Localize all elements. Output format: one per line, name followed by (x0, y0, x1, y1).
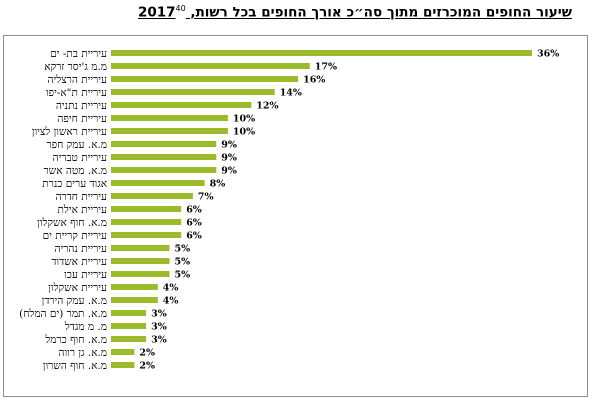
bar-19 (111, 297, 158, 303)
category-label-20: מ.א. תמר (ים המלח) (19, 308, 107, 320)
bar-22 (111, 336, 147, 342)
bar-8 (111, 154, 217, 160)
bar-3 (111, 89, 275, 95)
category-label-3: עיריית ת"א-יפו (46, 87, 107, 99)
category-label-1: מ.מ ג'יסר זרקא (44, 61, 107, 73)
category-label-21: מ. מ מגדל (64, 321, 107, 333)
value-label-10: 8% (210, 179, 226, 190)
category-label-4: עיריית נתניה (56, 100, 107, 112)
category-label-12: עיריית אילת (58, 204, 108, 216)
category-label-8: עיריית טבריה (53, 152, 108, 164)
value-label-8: 9% (221, 153, 237, 164)
bar-17 (111, 271, 170, 277)
category-label-19: מ.א. עמק הירדן (42, 295, 107, 307)
category-label-15: עיריית נהריה (54, 243, 107, 255)
value-label-24: 2% (139, 361, 155, 372)
bar-5 (111, 115, 228, 121)
value-labels-group: 36%17%16%14%12%10%10%9%9%9%8%7%6%6%6%5%5… (139, 49, 559, 372)
bar-16 (111, 258, 170, 264)
value-label-20: 3% (151, 309, 167, 320)
bar-24 (111, 362, 135, 368)
value-label-18: 4% (163, 283, 179, 294)
bar-21 (111, 323, 147, 329)
category-label-16: עיריית אשדוד (51, 256, 107, 268)
value-label-0: 36% (537, 49, 559, 60)
category-label-10: אגוד ערים כנרת (42, 178, 107, 190)
bar-9 (111, 167, 217, 173)
title-footnote-marker: 40 (175, 4, 186, 13)
category-label-18: עיריית אשקלון (48, 282, 107, 294)
bar-4 (111, 102, 252, 108)
category-label-23: מ.א. גן רווה (58, 347, 107, 359)
chart-frame: עיריית בת- ים מ.מ ג'יסר זרקא עיריית הרצליה… (3, 35, 588, 397)
category-label-22: מ.א. חוף כרמל (44, 334, 107, 346)
category-label-9: מ.א. מטה אשר (44, 165, 107, 177)
chart-title-text: שיעור החופים המוכרזים מתוך סה״כ אורך החו… (137, 4, 572, 21)
value-label-12: 6% (186, 205, 202, 216)
value-label-7: 9% (221, 140, 237, 151)
bar-0 (111, 50, 532, 56)
value-label-17: 5% (175, 270, 191, 281)
value-label-3: 14% (280, 88, 302, 99)
bar-6 (111, 128, 228, 134)
value-label-11: 7% (198, 192, 214, 203)
category-label-13: מ.א. חוף אשקלון (37, 217, 107, 229)
category-label-7: מ.א. עמק חפר (46, 139, 107, 151)
bar-1 (111, 63, 310, 69)
value-label-23: 2% (139, 348, 155, 359)
chart-title: שיעור החופים המוכרזים מתוך סה״כ אורך החו… (20, 4, 572, 26)
bar-11 (111, 193, 193, 199)
bar-14 (111, 232, 182, 238)
bar-23 (111, 349, 135, 355)
bar-7 (111, 141, 217, 147)
bar-13 (111, 219, 182, 225)
value-label-15: 5% (175, 244, 191, 255)
bar-12 (111, 206, 182, 212)
value-label-5: 10% (233, 114, 255, 125)
category-label-17: עיריית עכו (64, 269, 107, 281)
category-label-0: עיריית בת- ים (50, 48, 107, 60)
value-label-14: 6% (186, 231, 202, 242)
bar-10 (111, 180, 205, 186)
value-label-6: 10% (233, 127, 255, 138)
category-label-2: עיריית הרצליה (47, 74, 107, 86)
bar-20 (111, 310, 147, 316)
value-label-21: 3% (151, 322, 167, 333)
value-label-1: 17% (315, 62, 337, 73)
value-label-4: 12% (256, 101, 278, 112)
bar-2 (111, 76, 299, 82)
category-label-24: מ.א. חוף השרון (43, 360, 107, 372)
category-label-5: עיריית חיפה (57, 113, 107, 125)
value-label-19: 4% (163, 296, 179, 307)
bars-group (111, 50, 532, 368)
category-label-14: עיריית קריית ים (43, 230, 107, 242)
category-label-11: עיריית חדרה (55, 191, 107, 203)
category-label-6: עיריית ראשון לציון (32, 126, 107, 138)
bar-18 (111, 284, 158, 290)
value-label-2: 16% (303, 75, 325, 86)
value-label-9: 9% (221, 166, 237, 177)
value-label-22: 3% (151, 335, 167, 346)
value-label-16: 5% (175, 257, 191, 268)
bar-15 (111, 245, 170, 251)
value-label-13: 6% (186, 218, 202, 229)
